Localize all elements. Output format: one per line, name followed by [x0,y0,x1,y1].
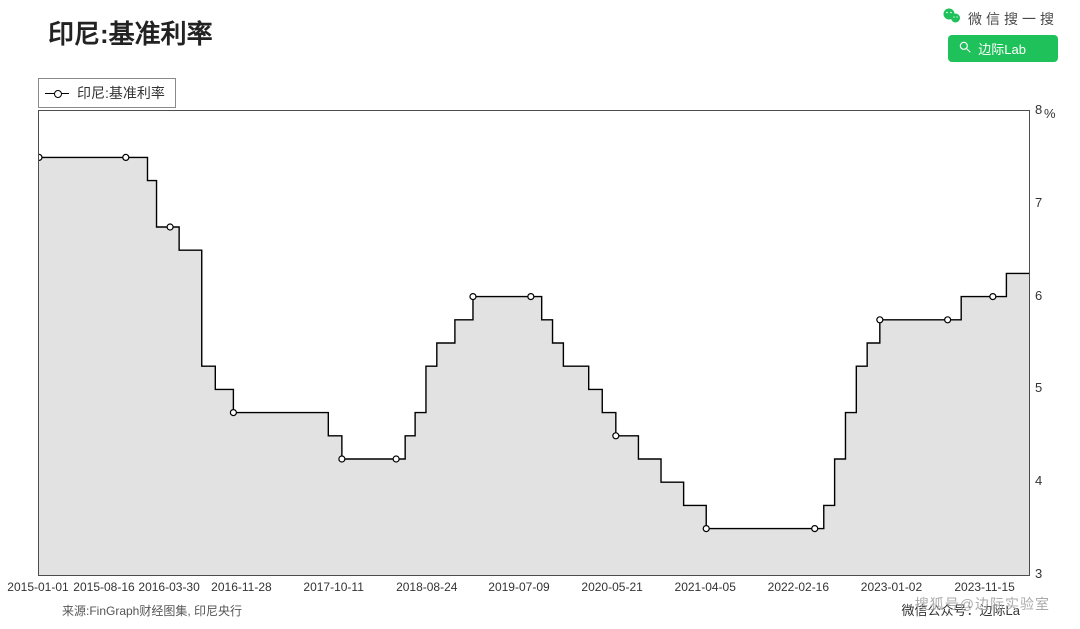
wechat-search-text: 边际Lab [978,39,1026,58]
wechat-icon [942,6,962,31]
x-tick-label: 2016-11-28 [211,580,272,594]
x-tick-label: 2018-08-24 [396,580,457,594]
x-tick-label: 2019-07-09 [488,580,549,594]
chart-plot-area [38,110,1030,581]
x-tick-label: 2022-02-16 [768,580,829,594]
x-tick-label: 2017-10-11 [303,580,364,594]
chart-legend: 印尼:基准利率 [38,78,176,108]
x-tick-label: 2015-01-01 [7,580,68,594]
x-tick-label: 2016-03-30 [138,580,199,594]
x-tick-label: 2015-08-16 [73,580,134,594]
watermark-text: 搜狐号@边际实验室 [915,594,1050,614]
x-tick-label: 2021-04-05 [675,580,736,594]
wechat-row: 微信搜一搜 [942,6,1058,31]
chart-svg [38,110,1030,576]
y-tick-label: 3 [1035,566,1042,581]
legend-label: 印尼:基准利率 [77,83,165,103]
y-tick-label: 7 [1035,195,1042,210]
legend-line-icon [45,93,69,94]
wechat-search-pill[interactable]: 边际Lab [948,35,1058,62]
y-tick-label: 4 [1035,473,1042,488]
y-tick-label: 5 [1035,380,1042,395]
y-tick-label: 8 [1035,102,1042,117]
wechat-label: 微信搜一搜 [968,9,1058,29]
x-tick-label: 2023-01-02 [861,580,922,594]
chart-title: 印尼:基准利率 [48,14,213,51]
source-text: 来源:FinGraph财经图集, 印尼央行 [62,602,242,619]
y-axis-unit: % [1044,106,1056,121]
y-tick-label: 6 [1035,288,1042,303]
wechat-search-widget: 微信搜一搜 边际Lab [942,6,1058,62]
x-tick-label: 2020-05-21 [581,580,642,594]
search-icon [958,40,972,57]
x-tick-label: 2023-11-15 [954,580,1015,594]
